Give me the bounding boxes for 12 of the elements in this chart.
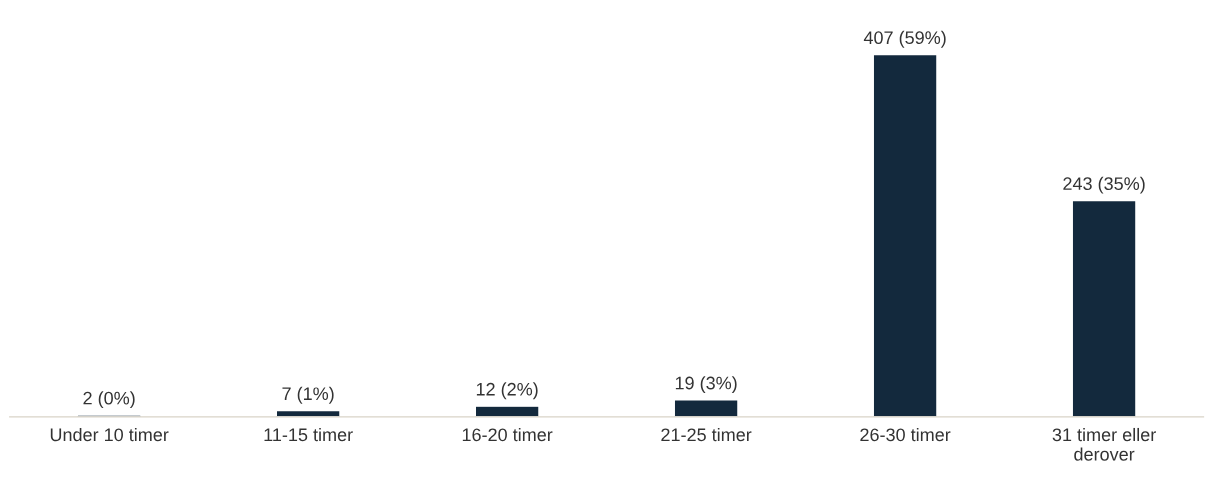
x-tick-label: 11-15 timer <box>264 427 353 442</box>
x-tick-label: 31 timer eller derover <box>1052 427 1156 461</box>
data-label: 19 (3%) <box>675 376 737 393</box>
x-tick-label: 21-25 timer <box>661 427 752 442</box>
data-label: 407 (59%) <box>863 30 946 48</box>
x-tick-label: 26-30 timer <box>860 427 951 442</box>
x-tick-label: 16-20 timer <box>462 427 553 442</box>
data-label: 2 (0%) <box>83 391 135 409</box>
data-label: 12 (2%) <box>476 382 538 400</box>
data-label: 243 (35%) <box>1063 176 1145 194</box>
data-label: 7 (1%) <box>282 386 334 404</box>
x-tick-label: Under 10 timer <box>50 427 169 442</box>
